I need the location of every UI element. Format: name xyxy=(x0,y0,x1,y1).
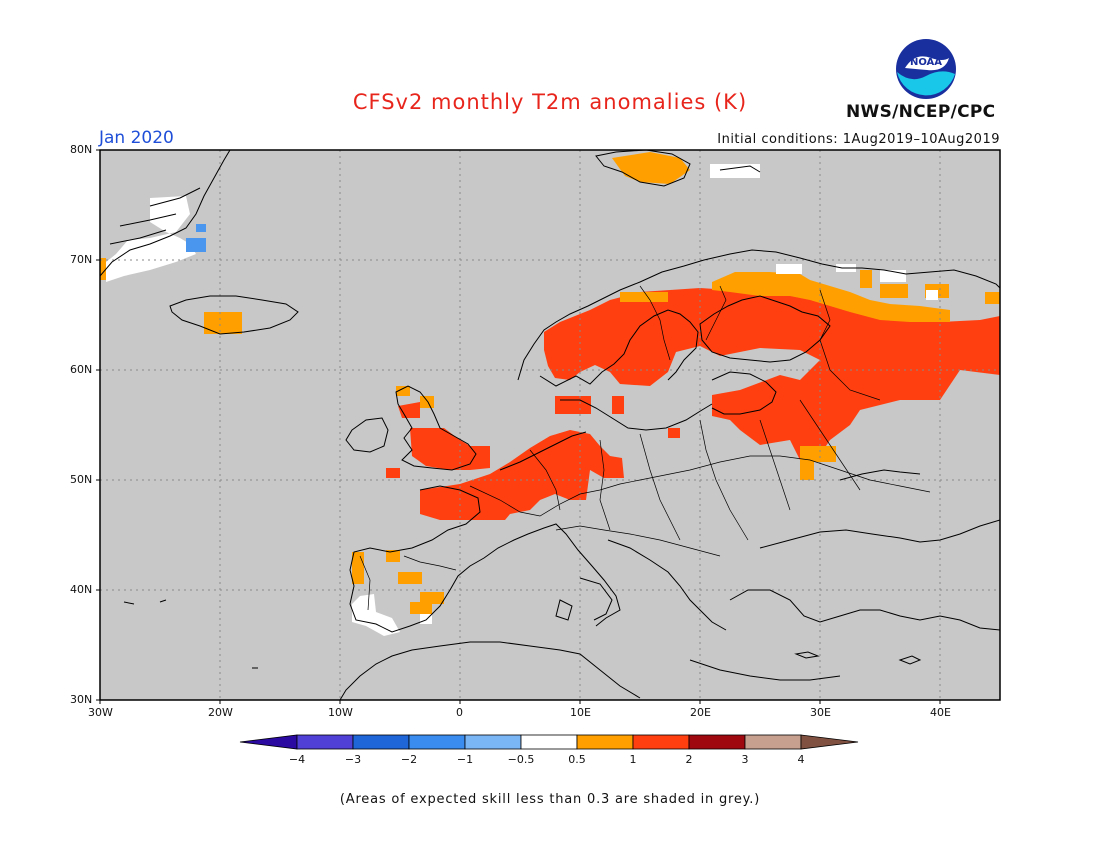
lon-label: 20E xyxy=(690,706,711,719)
colorbar-swatch-2-3 xyxy=(688,734,746,750)
colorbar-swatch-above-4 xyxy=(800,734,859,750)
organization-label: NWS/NCEP/CPC xyxy=(846,102,996,122)
anomaly-iceland xyxy=(204,312,242,334)
colorbar-label: 2 xyxy=(685,753,693,766)
map-ticks xyxy=(96,149,941,704)
skill-footnote: (Areas of expected skill less than 0.3 a… xyxy=(339,792,761,807)
lat-label: 50N xyxy=(70,473,93,486)
lon-label: 20W xyxy=(208,706,233,719)
map-title: CFSv2 monthly T2m anomalies (K) xyxy=(352,90,748,114)
map-background xyxy=(100,150,1000,700)
anomaly-iberia xyxy=(352,550,444,614)
lon-label: 40E xyxy=(930,706,951,719)
colorbar-swatch-neg1-neg05 xyxy=(464,734,522,750)
map-frame xyxy=(99,149,1001,701)
colorbar-label: −4 xyxy=(288,753,306,766)
colorbar-swatch-neg3-neg2 xyxy=(352,734,410,750)
colorbar-swatch-below-neg4 xyxy=(239,734,298,750)
lat-label: 80N xyxy=(70,143,93,156)
colorbar xyxy=(239,734,859,750)
anomaly-svalbard xyxy=(612,152,690,184)
colorbar-label: 0.5 xyxy=(568,753,586,766)
lat-label: 30N xyxy=(70,693,93,706)
colorbar-swatch-neg2-neg1 xyxy=(408,734,466,750)
colorbar-label: 4 xyxy=(797,753,805,766)
noaa-logo-text: NOAA xyxy=(910,57,942,68)
colorbar-swatch-05-1 xyxy=(576,734,634,750)
anomaly-britain xyxy=(410,428,490,470)
lon-label: 0 xyxy=(456,706,463,719)
colorbar-label: 1 xyxy=(629,753,637,766)
anomaly-greenland-cool xyxy=(196,224,206,232)
colorbar-label: −0.5 xyxy=(507,753,535,766)
lon-label: 30E xyxy=(810,706,831,719)
country-borders xyxy=(359,285,931,611)
lat-label: 40N xyxy=(70,583,93,596)
coastlines xyxy=(100,150,1000,700)
colorbar-swatch-neg4-neg3 xyxy=(296,734,354,750)
valid-month-label: Jan 2020 xyxy=(99,128,174,148)
anomaly-barents-coast xyxy=(712,272,950,322)
lon-label: 10W xyxy=(328,706,353,719)
lon-label: 30W xyxy=(88,706,113,719)
colorbar-swatch-3-4 xyxy=(744,734,802,750)
initial-conditions-label: Initial conditions: 1Aug2019–10Aug2019 xyxy=(717,132,1000,147)
lon-label: 10E xyxy=(570,706,591,719)
colorbar-swatch-neg05-05 xyxy=(520,734,578,750)
lat-label: 70N xyxy=(70,253,93,266)
colorbar-label: 3 xyxy=(741,753,749,766)
colorbar-label: −3 xyxy=(344,753,362,766)
colorbar-label: −1 xyxy=(456,753,474,766)
colorbar-swatch-1-2 xyxy=(632,734,690,750)
lat-label: 60N xyxy=(70,363,93,376)
colorbar-label: −2 xyxy=(400,753,418,766)
noaa-logo-icon: NOAA xyxy=(896,39,956,99)
anomaly-scandinavia-russia xyxy=(544,288,1000,460)
map-gridlines xyxy=(100,150,1000,700)
iberia-near-normal xyxy=(352,594,400,636)
